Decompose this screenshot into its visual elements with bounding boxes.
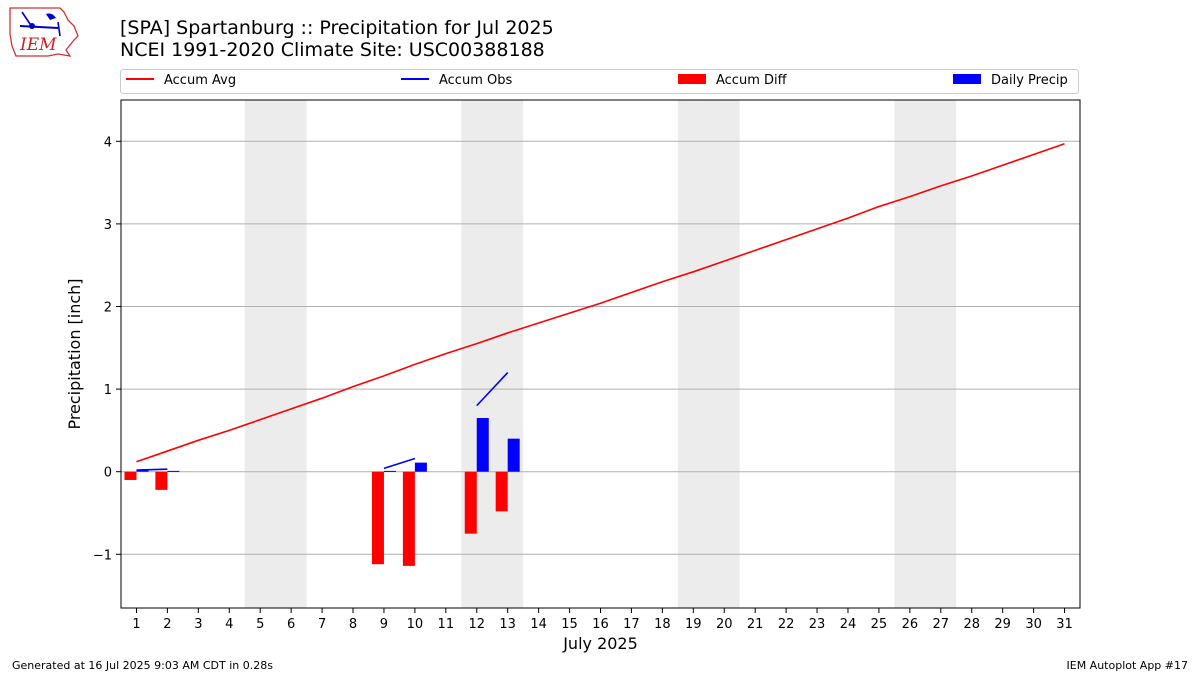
x-tick-label: 12 [468, 617, 485, 632]
legend-label-daily-precip: Daily Precip [991, 73, 1068, 88]
x-tick-label: 24 [840, 617, 857, 632]
y-tick-label: 4 [104, 135, 112, 150]
legend-swatch-accum-diff [678, 73, 706, 84]
footer-app-id: IEM Autoplot App #17 [1066, 659, 1189, 672]
chart-subtitle: NCEI 1991-2020 Climate Site: USC00388188 [120, 39, 545, 61]
x-tick-label: 15 [561, 617, 578, 632]
accum-diff-bar-day-13 [495, 471, 508, 512]
daily-precip-bar-day-2 [167, 470, 180, 472]
x-tick-label: 14 [530, 617, 547, 632]
legend-label-accum-avg: Accum Avg [164, 73, 237, 88]
x-tick-label: 8 [349, 617, 357, 632]
footer-generated-text: Generated at 16 Jul 2025 9:03 AM CDT in … [12, 659, 273, 672]
x-tick-label: 2 [163, 617, 171, 632]
chart-legend: Accum Avg Accum Obs Accum Diff Daily Pre… [120, 69, 1079, 94]
y-tick-label: 0 [104, 466, 112, 481]
y-tick-label: 2 [104, 301, 112, 316]
x-tick-label: 5 [256, 617, 264, 632]
x-tick-label: 1 [132, 617, 140, 632]
logo-text: IEM [19, 35, 57, 55]
accum-obs-line-segment-1 [136, 468, 168, 471]
daily-precip-bar-day-10 [414, 462, 427, 472]
legend-item-accum-obs: Accum Obs [401, 73, 512, 91]
legend-label-accum-diff: Accum Diff [716, 73, 787, 88]
accum-obs-line-segment-3 [476, 372, 509, 407]
x-tick-label: 29 [994, 617, 1011, 632]
x-tick-label: 13 [499, 617, 516, 632]
chart-title: [SPA] Spartanburg :: Precipitation for J… [120, 17, 554, 39]
accum-diff-bar-day-1 [124, 471, 137, 480]
x-tick-label: 30 [1025, 617, 1042, 632]
accum-diff-bar-day-12 [464, 471, 477, 534]
legend-item-daily-precip: Daily Precip [953, 73, 1068, 91]
weekend-shade-4 [894, 100, 957, 608]
legend-item-accum-avg: Accum Avg [126, 73, 236, 91]
x-tick-label: 23 [809, 617, 826, 632]
legend-item-accum-diff: Accum Diff [678, 73, 787, 91]
x-tick-label: 20 [716, 617, 733, 632]
weekend-shade-1 [244, 100, 307, 608]
weekend-shade-3 [677, 100, 740, 608]
x-tick-label: 9 [380, 617, 388, 632]
x-tick-label: 7 [318, 617, 326, 632]
y-axis-label: Precipitation [inch] [65, 278, 84, 429]
daily-precip-bar-day-12 [476, 418, 489, 472]
legend-swatch-accum-obs [401, 77, 429, 80]
x-tick-label: 11 [438, 617, 455, 632]
x-tick-label: 28 [963, 617, 980, 632]
x-axis-label: July 2025 [562, 634, 638, 653]
x-tick-label: 27 [933, 617, 950, 632]
iem-logo: IEM [8, 6, 80, 60]
x-tick-label: 4 [225, 617, 233, 632]
x-tick-label: 25 [871, 617, 888, 632]
daily-precip-bar-day-13 [507, 438, 520, 472]
accum-avg-line [136, 143, 1065, 463]
x-tick-label: 26 [902, 617, 919, 632]
x-tick-label: 10 [407, 617, 424, 632]
x-tick-label: 19 [685, 617, 702, 632]
x-tick-label: 3 [194, 617, 202, 632]
x-tick-label: 21 [747, 617, 764, 632]
legend-swatch-daily-precip [953, 73, 981, 84]
daily-precip-bar-day-1 [136, 470, 149, 472]
x-tick-label: 6 [287, 617, 295, 632]
x-tick-label: 16 [592, 617, 609, 632]
daily-precip-bar-day-9 [383, 470, 396, 472]
x-tick-label: 18 [654, 617, 671, 632]
x-tick-label: 22 [778, 617, 795, 632]
accum-diff-bar-day-9 [371, 471, 384, 565]
legend-swatch-accum-avg [126, 77, 154, 80]
accum-diff-bar-day-2 [155, 471, 168, 490]
accum-diff-bar-day-10 [402, 471, 415, 566]
accum-obs-line-segment-2 [383, 457, 416, 470]
y-tick-label: 1 [104, 383, 112, 398]
x-tick-label: 17 [623, 617, 640, 632]
y-tick-label: 3 [104, 218, 112, 233]
legend-label-accum-obs: Accum Obs [439, 73, 513, 88]
x-tick-label: 31 [1056, 617, 1073, 632]
y-tick-label: −1 [93, 548, 112, 563]
